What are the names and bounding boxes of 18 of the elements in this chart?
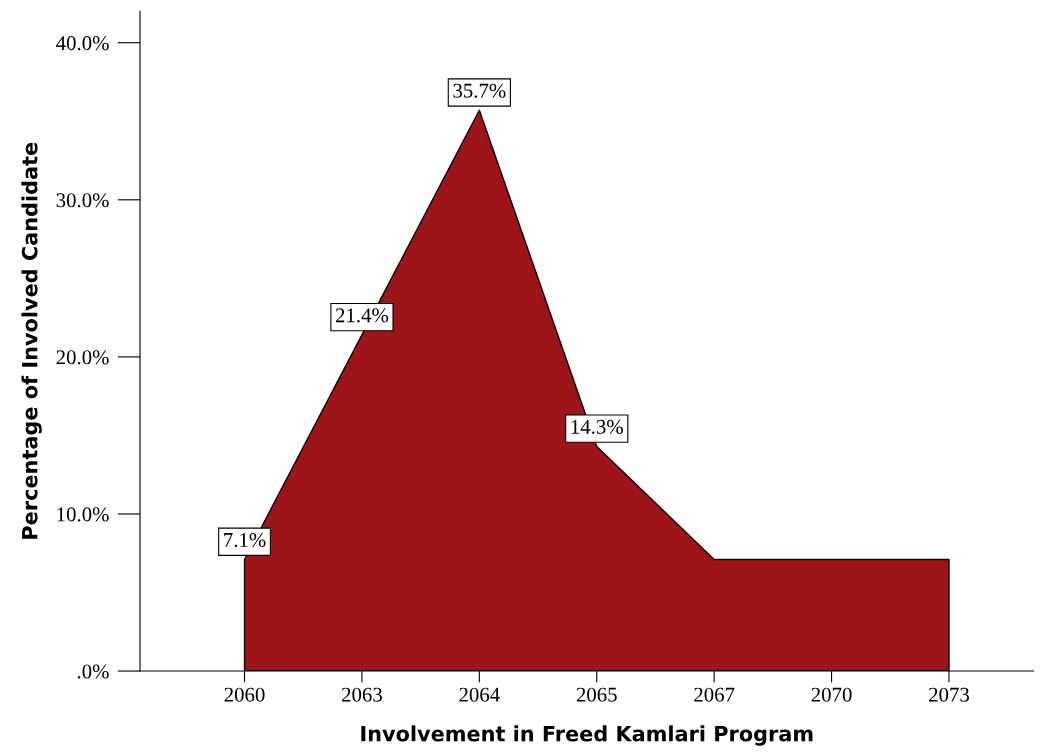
x-tick-label: 2064 (459, 687, 500, 702)
data-label: 21.4% (335, 308, 389, 323)
data-label: 7.1% (224, 532, 266, 548)
x-tick-label: 2070 (811, 687, 852, 702)
y-tick-label: 20.0% (56, 350, 109, 365)
y-tick-label: 40.0% (56, 36, 109, 51)
y-axis-title: Percentage of Involved Candidate (21, 142, 42, 539)
y-tick-label: .0% (77, 664, 109, 679)
data-label: 14.3% (571, 419, 623, 434)
y-tick-label: 10.0% (57, 507, 109, 522)
x-axis-title: Involvement in Freed Kamlari Program (361, 725, 813, 746)
x-tick-label: 2063 (342, 687, 382, 702)
x-tick-label: 2060 (224, 687, 265, 702)
x-tick-label: 2073 (929, 687, 969, 702)
y-tick-label: 30.0% (56, 193, 109, 208)
x-tick-label: 2067 (694, 687, 735, 702)
x-tick-label: 2065 (576, 687, 617, 702)
data-label: 35.7% (453, 83, 506, 98)
